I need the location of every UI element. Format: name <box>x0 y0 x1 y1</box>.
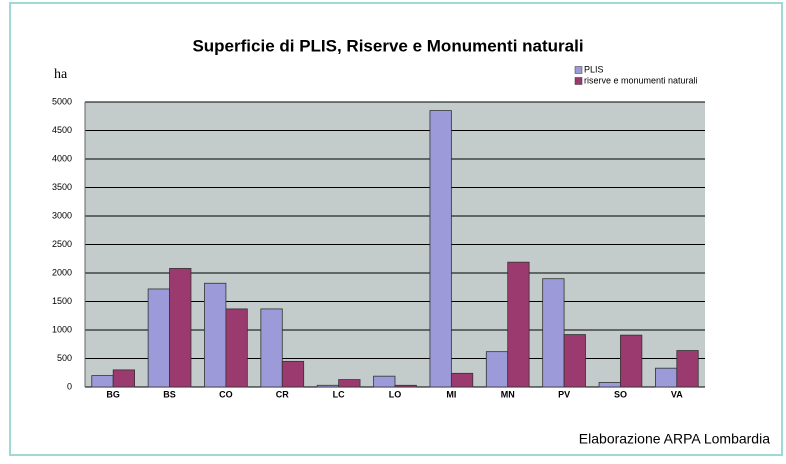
frame <box>9 2 783 456</box>
bar <box>373 375 396 388</box>
y-tick-label: 1500 <box>52 296 72 306</box>
bar <box>112 369 135 388</box>
y-axis-label: ha <box>54 67 68 82</box>
bar <box>260 308 283 388</box>
bar <box>507 261 530 388</box>
x-tick-label: CR <box>276 389 289 399</box>
bar <box>225 308 248 388</box>
y-tick-label: 2000 <box>52 267 72 277</box>
x-tick-label: LO <box>389 389 402 399</box>
x-tick-label: LC <box>333 389 345 399</box>
bar <box>394 384 417 388</box>
y-tick-label: 3500 <box>52 182 72 192</box>
x-tick-label: BS <box>163 389 176 399</box>
bar <box>204 282 227 388</box>
legend-label: riserve e monumenti naturali <box>584 75 698 85</box>
y-tick-label: 3000 <box>52 210 72 220</box>
legend-label: PLIS <box>584 64 604 74</box>
chart-title: Superficie di PLIS, Riserve e Monumenti … <box>192 36 583 55</box>
bar <box>655 367 678 388</box>
bar <box>620 334 643 388</box>
bar <box>450 372 474 388</box>
bar <box>598 382 621 388</box>
x-tick-label: MN <box>501 389 515 399</box>
x-tick-label: SO <box>614 389 627 399</box>
y-tick-label: 1000 <box>52 324 72 334</box>
y-tick-label: 2500 <box>52 239 72 249</box>
bar <box>281 360 305 388</box>
y-tick-label: 5000 <box>52 96 72 106</box>
x-tick-label: CO <box>219 389 233 399</box>
legend-swatch <box>574 77 583 85</box>
bar <box>485 351 509 388</box>
bar <box>91 375 114 388</box>
bar <box>563 334 586 388</box>
y-tick-label: 0 <box>67 381 72 391</box>
x-tick-label: PV <box>558 389 570 399</box>
x-tick-label: MI <box>446 389 456 399</box>
legend-swatch <box>574 66 583 74</box>
bar <box>316 384 340 388</box>
bar <box>542 278 565 388</box>
x-tick-label: VA <box>671 389 683 399</box>
y-tick-label: 4000 <box>52 153 72 163</box>
bar <box>338 379 361 388</box>
bar <box>676 350 699 388</box>
bar <box>169 268 192 388</box>
bar <box>429 110 452 388</box>
x-tick-label: BG <box>106 389 120 399</box>
y-tick-label: 500 <box>57 353 72 363</box>
source: Elaborazione ARPA Lombardia <box>579 431 770 447</box>
bar <box>147 288 170 388</box>
y-tick-label: 4500 <box>52 125 72 135</box>
